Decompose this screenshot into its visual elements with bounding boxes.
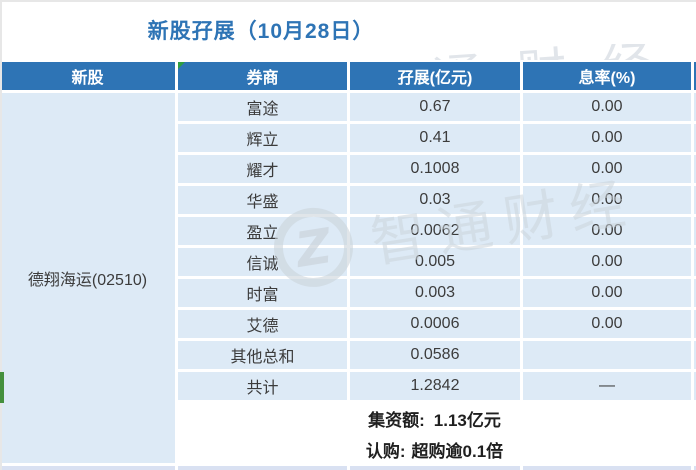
bottom-strip — [0, 466, 175, 470]
broker-cell: 华盛 — [178, 186, 347, 214]
margin-cell: 1.2842 — [350, 372, 520, 400]
broker-cell: 辉立 — [178, 124, 347, 152]
top-border — [0, 0, 696, 2]
row-sliver — [694, 341, 696, 369]
rate-cell: 0.00 — [523, 310, 691, 338]
column-header-rate: 息率(%) — [523, 62, 691, 90]
page-title: 新股孖展（10月28日） — [147, 20, 375, 43]
subscription-value: 超购逾0.1倍 — [411, 442, 504, 461]
funding-value: 1.13亿元 — [433, 410, 501, 430]
broker-cell: 共计 — [178, 372, 347, 400]
bottom-strip — [178, 466, 347, 470]
row-sliver — [694, 217, 696, 245]
corner-flag-icon — [178, 62, 185, 69]
stock-name-cell: 德翔海运(02510) — [0, 93, 175, 463]
column-header-margin: 孖展(亿元) — [350, 62, 520, 90]
funding-label: 集资额: — [368, 410, 425, 430]
broker-cell: 盈立 — [178, 217, 347, 245]
rate-cell: 0.00 — [523, 155, 691, 183]
column-header-stock: 新股 — [0, 62, 175, 90]
rate-cell: 0.00 — [523, 124, 691, 152]
broker-cell: 信诚 — [178, 248, 347, 276]
margin-cell: 0.0062 — [350, 217, 520, 245]
rate-cell: 0.00 — [523, 248, 691, 276]
row-sliver — [694, 124, 696, 152]
margin-table: 新股 券商 孖展(亿元) 息率(%) 德翔海运(02510) 集资额: 1.13… — [0, 62, 696, 470]
broker-cell: 富途 — [178, 93, 347, 121]
row-sliver — [694, 248, 696, 276]
broker-cell: 其他总和 — [178, 341, 347, 369]
margin-cell: 0.67 — [350, 93, 520, 121]
left-edge-green-marker — [0, 372, 4, 403]
margin-cell: 0.003 — [350, 279, 520, 307]
subscription-row: 认购: 超购逾0.1倍 — [178, 436, 691, 463]
rate-cell: 0.00 — [523, 186, 691, 214]
row-sliver — [694, 372, 696, 400]
margin-cell: 0.0006 — [350, 310, 520, 338]
margin-cell: 0.41 — [350, 124, 520, 152]
margin-cell: 0.005 — [350, 248, 520, 276]
rate-cell: 0.00 — [523, 217, 691, 245]
row-sliver — [694, 155, 696, 183]
broker-cell: 时富 — [178, 279, 347, 307]
margin-cell: 0.03 — [350, 186, 520, 214]
bottom-strip — [350, 466, 520, 470]
column-header-sliver — [694, 62, 696, 90]
row-sliver — [694, 279, 696, 307]
margin-cell: 0.1008 — [350, 155, 520, 183]
rate-cell: 0.00 — [523, 279, 691, 307]
rate-cell: — — [523, 372, 691, 400]
rate-cell: 0.00 — [523, 93, 691, 121]
broker-cell: 艾德 — [178, 310, 347, 338]
bottom-strip — [694, 466, 696, 470]
margin-cell: 0.0586 — [350, 341, 520, 369]
rate-cell — [523, 341, 691, 369]
subscription-label: 认购: — [365, 442, 406, 461]
left-border — [0, 0, 2, 470]
bottom-strip — [523, 466, 691, 470]
column-header-broker: 券商 — [178, 62, 347, 90]
column-header-broker-label: 券商 — [246, 70, 279, 87]
row-sliver — [694, 186, 696, 214]
broker-cell: 耀才 — [178, 155, 347, 183]
row-sliver — [694, 93, 696, 121]
row-sliver — [694, 310, 696, 338]
funding-row: 集资额: 1.13亿元 — [178, 403, 691, 433]
